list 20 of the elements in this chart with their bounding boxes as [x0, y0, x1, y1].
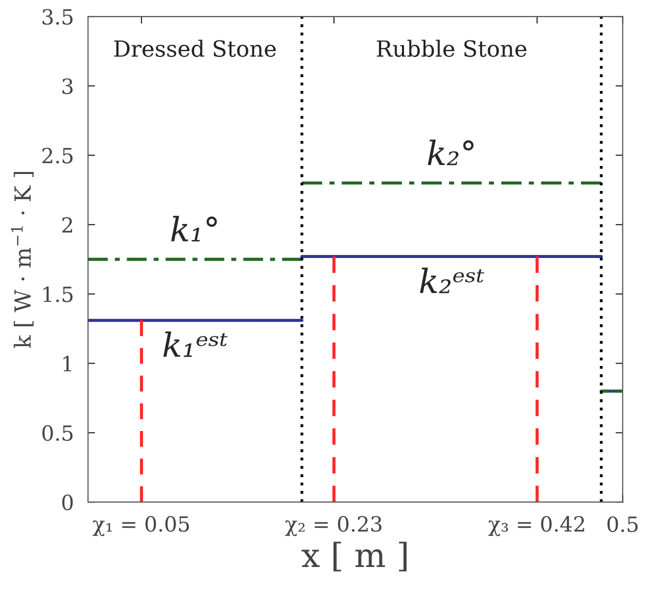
annotation: Rubble Stone — [376, 40, 526, 57]
y-axis-title: k [ W · m$^{−1}$ · K ] — [11, 172, 34, 348]
y-tick-label: 2.5 — [42, 148, 73, 164]
y-tick-label: 0 — [62, 494, 73, 510]
x-axis-title: x [ m ] — [302, 542, 407, 572]
annotation: k₁° — [171, 216, 217, 242]
x-tick-label: χ₁ = 0.05 — [92, 516, 189, 536]
annotation: k₂° — [428, 140, 474, 166]
annotation: Dressed Stone — [114, 40, 276, 57]
x-tick-label: 0.5 — [607, 516, 638, 532]
x-tick-label: χ₂ = 0.23 — [285, 516, 382, 536]
y-tick-label: 1 — [63, 356, 72, 372]
y-tick-label: 2 — [62, 217, 72, 233]
x-tick-label: χ₃ = 0.42 — [488, 516, 584, 536]
y-tick-label: 1.5 — [44, 286, 73, 302]
y-tick-label: 0.5 — [42, 425, 73, 441]
annotation: k₁ᵉˢᵗ — [163, 331, 228, 357]
y-tick-label: 3 — [62, 78, 73, 94]
y-tick-label: 3.5 — [42, 8, 73, 25]
annotation: k₂ᵉˢᵗ — [420, 268, 484, 294]
